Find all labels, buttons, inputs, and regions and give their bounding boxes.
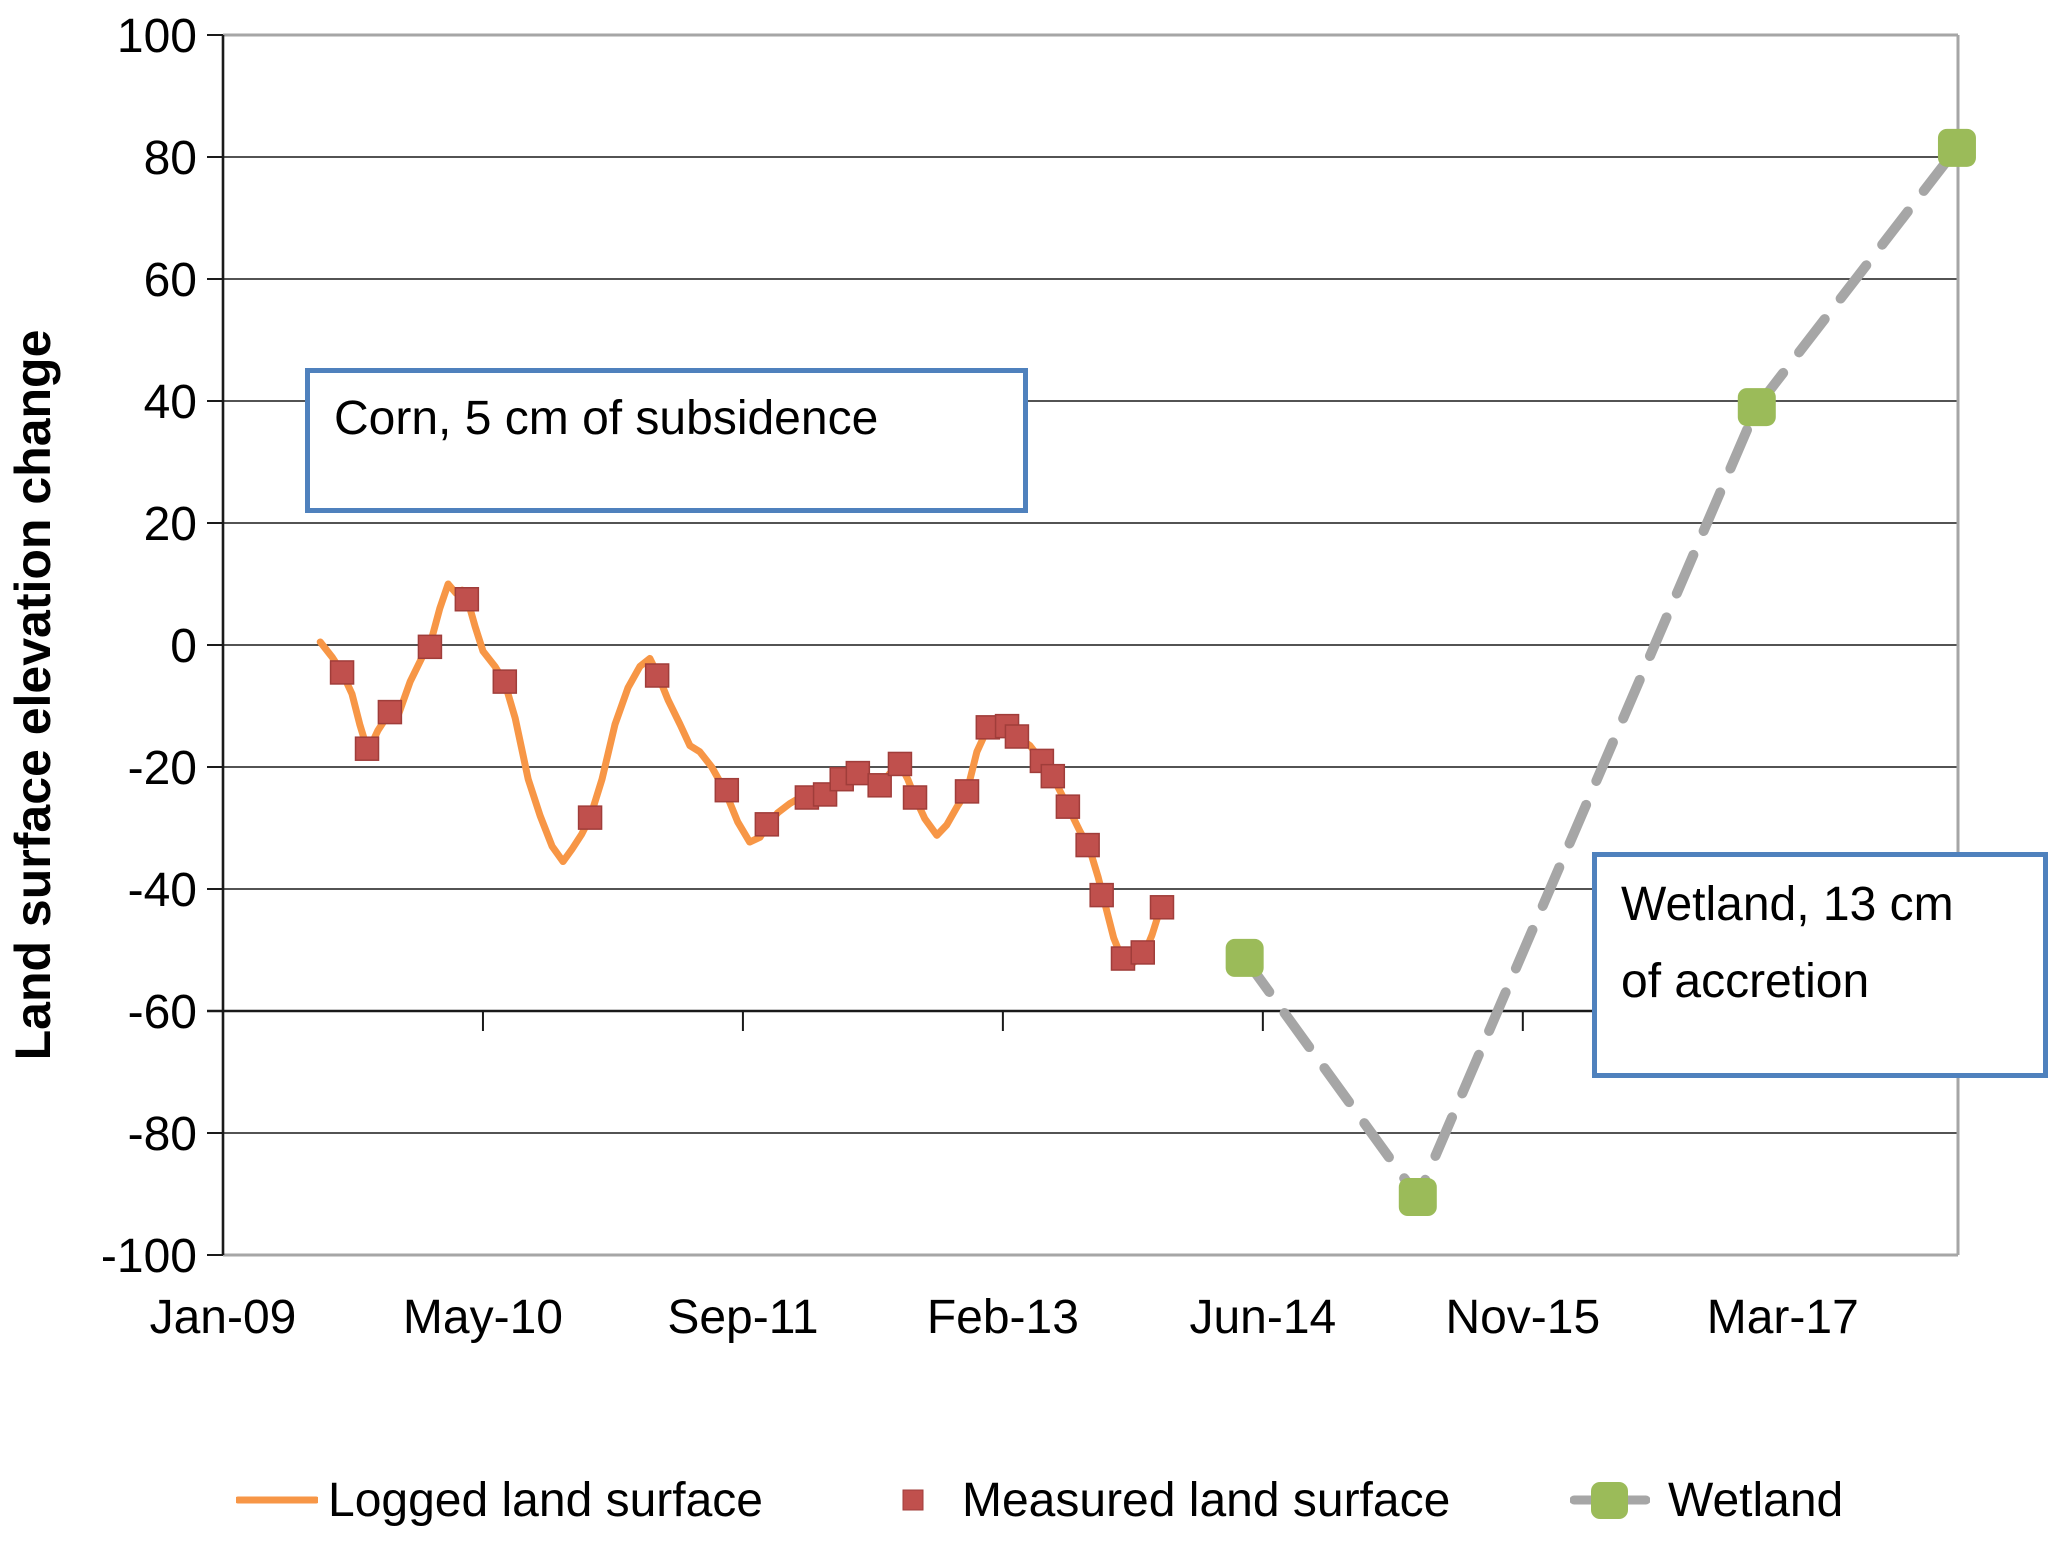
legend-item-measured: Measured land surface <box>902 1468 1450 1532</box>
measured-marker <box>377 699 403 725</box>
wetland-marker <box>1737 388 1776 427</box>
wetland-marker <box>1937 128 1976 167</box>
annotation-corn-text: Corn, 5 cm of subsidence <box>334 392 879 445</box>
y-axis-title: Land surface elevation change <box>5 329 61 1061</box>
annotation-wetland-accretion: Wetland, 13 cm of accretion <box>1592 852 2048 1078</box>
measured-marker <box>417 634 443 660</box>
measured-marker <box>954 779 980 804</box>
legend-item-wetland: Wetland <box>1570 1468 1843 1532</box>
x-tick-label: Jan-09 <box>150 1291 297 1344</box>
measured-square-swatch <box>902 1489 924 1511</box>
y-tick-label: 60 <box>144 254 197 307</box>
measured-marker <box>454 587 480 612</box>
annotation-wetland-line1: Wetland, 13 cm <box>1621 878 1954 931</box>
measured-marker <box>492 669 518 694</box>
legend-label-logged: Logged land surface <box>328 1473 763 1527</box>
y-tick-label: 100 <box>117 10 197 63</box>
y-tick-label: 20 <box>144 498 197 551</box>
measured-marker <box>644 663 670 688</box>
measured-marker <box>887 751 913 777</box>
y-tick-label: 80 <box>144 132 197 185</box>
y-tick-label: -100 <box>101 1230 197 1283</box>
logged-line-swatch <box>236 1496 318 1504</box>
measured-marker <box>754 812 780 837</box>
wetland-marker <box>1225 938 1264 977</box>
wetland-marker <box>1398 1178 1437 1217</box>
x-tick-label: May-10 <box>403 1291 563 1344</box>
y-tick-label: -40 <box>128 864 197 917</box>
y-tick-label: -80 <box>128 1108 197 1161</box>
x-tick-label: Sep-11 <box>667 1291 818 1344</box>
measured-marker <box>1089 882 1114 908</box>
measured-marker <box>354 736 380 761</box>
logged-line <box>316 580 1167 969</box>
measured-marker <box>329 660 355 685</box>
measured-marker <box>902 785 928 810</box>
x-tick-label: Feb-13 <box>927 1291 1079 1344</box>
legend-label-measured: Measured land surface <box>962 1473 1451 1527</box>
measured-marker <box>1149 895 1175 920</box>
measured-marker <box>867 773 892 798</box>
legend-item-logged: Logged land surface <box>236 1468 763 1532</box>
annotation-wetland-line2: of accretion <box>1621 954 1870 1008</box>
measured-marker <box>1040 763 1066 789</box>
measured-marker <box>577 805 603 830</box>
y-tick-label: 40 <box>144 376 197 429</box>
x-tick-label: Jun-14 <box>1189 1291 1336 1344</box>
x-tick-label: Mar-17 <box>1707 1291 1859 1344</box>
measured-marker <box>1004 724 1030 749</box>
measured-marker <box>714 777 740 803</box>
y-tick-label: -20 <box>128 742 197 795</box>
measured-marker <box>1055 794 1081 819</box>
measured-marker <box>845 760 871 786</box>
legend: Logged land surface Measured land surfac… <box>0 1468 2067 1532</box>
wetland-line-swatch <box>1570 1482 1650 1519</box>
x-tick-label: Nov-15 <box>1445 1291 1600 1344</box>
y-tick-label: -60 <box>128 986 197 1039</box>
annotation-corn-subsidence: Corn, 5 cm of subsidence <box>305 368 1028 513</box>
measured-marker <box>1130 940 1156 965</box>
wetland-line <box>1239 142 1962 1208</box>
measured-marker <box>1075 832 1100 858</box>
legend-label-wetland: Wetland <box>1668 1473 1844 1527</box>
y-tick-label: 0 <box>170 620 197 673</box>
